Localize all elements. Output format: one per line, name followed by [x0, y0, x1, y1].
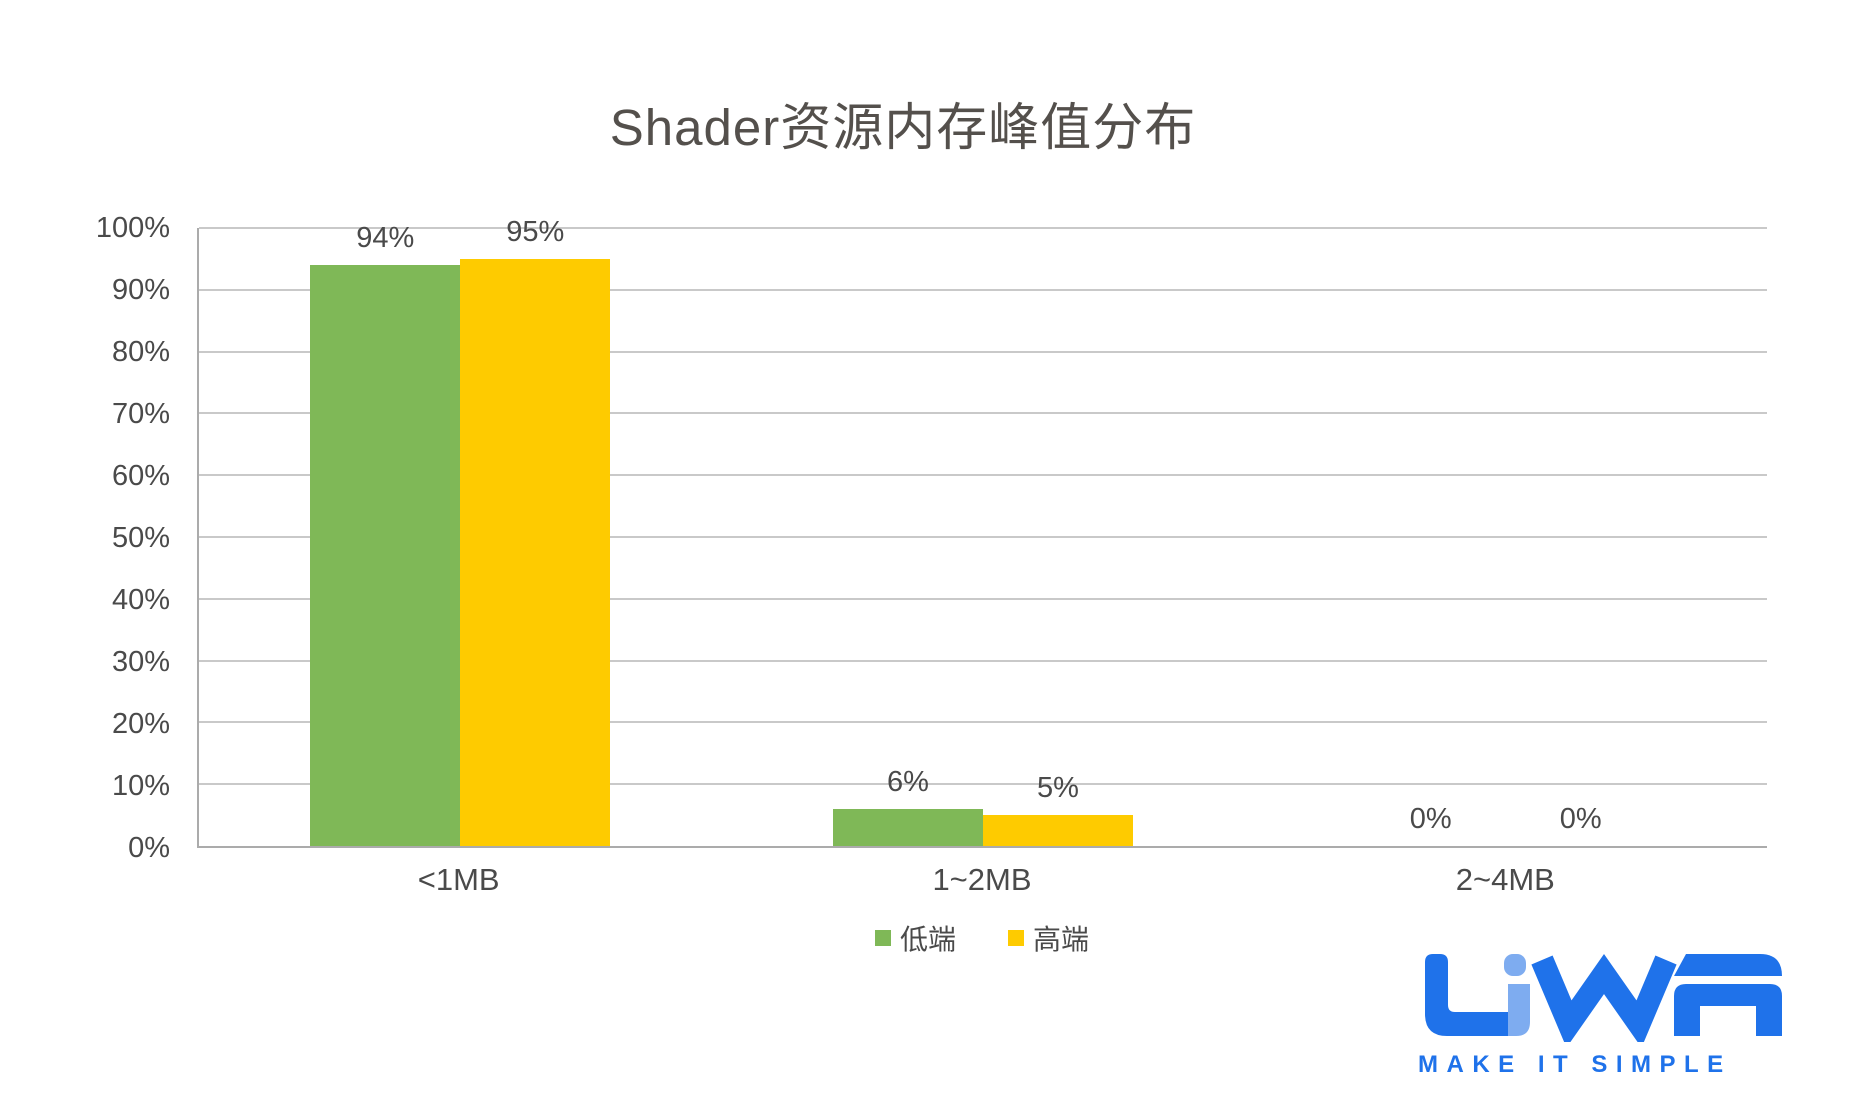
x-axis-category-label: <1MB	[417, 862, 500, 897]
bars-layer: 94% 95% 6% 5% 0% 0%	[199, 216, 1767, 846]
y-axis: 100% 90% 80% 70% 60% 50% 40% 30% 20% 10% 0%	[0, 212, 170, 864]
y-axis-tick-label: 30%	[111, 646, 170, 678]
brand-logo-icon	[1425, 953, 1782, 1042]
data-label-low-end: 6%	[887, 765, 929, 798]
bar-high-end: 5%	[983, 772, 1133, 846]
chart-title: Shader资源内存峰值分布	[609, 99, 1197, 156]
gridline	[199, 659, 1767, 662]
y-axis-tick-label: 90%	[111, 274, 170, 306]
y-axis-tick-label: 10%	[111, 770, 170, 802]
gridline	[199, 350, 1767, 353]
y-axis-tick-label: 50%	[111, 522, 170, 554]
y-axis-tick-label: 100%	[95, 212, 170, 244]
bar-low-end: 94%	[310, 222, 461, 846]
data-label-high-end: 0%	[1559, 803, 1602, 835]
gridline	[199, 783, 1767, 786]
legend-swatch-high-end	[1008, 930, 1024, 946]
legend-item-high-end: 高端	[1008, 918, 1089, 958]
data-label-low-end: 0%	[1409, 803, 1452, 835]
y-axis-tick-label: 20%	[111, 708, 170, 740]
y-axis-tick-label: 80%	[111, 336, 170, 368]
legend-label-low-end: 低端	[899, 924, 956, 955]
data-label-high-end: 5%	[1037, 772, 1079, 805]
plot-area: 94% 95% 6% 5% 0% 0%	[197, 216, 1767, 848]
legend-item-low-end: 低端	[874, 918, 956, 958]
bar-group-0: 94% 95%	[199, 216, 722, 846]
gridline	[199, 288, 1767, 291]
gridline	[199, 597, 1767, 600]
x-axis-category-label: 1~2MB	[932, 862, 1032, 897]
legend-swatch-low-end	[874, 930, 891, 946]
x-axis: <1MB 1~2MB 2~4MB	[197, 862, 1767, 898]
gridline	[199, 536, 1767, 538]
y-axis-tick-label: 0%	[128, 832, 170, 864]
bar-group-2: 0% 0%	[1244, 228, 1767, 846]
y-axis-tick-label: 70%	[111, 398, 170, 430]
legend-label-high-end: 高端	[1033, 924, 1090, 955]
brand-logo: MAKE IT SIMPLE	[1418, 950, 1790, 1079]
bar-group-1: 6% 5%	[722, 228, 1245, 846]
brand-tagline: MAKE IT SIMPLE	[1418, 1051, 1732, 1078]
gridline	[199, 474, 1767, 477]
x-axis-category-label: 2~4MB	[1455, 862, 1555, 897]
bar-high-end: 95%	[460, 216, 611, 846]
y-axis-tick-label: 60%	[111, 460, 170, 492]
data-label-low-end: 94%	[356, 222, 415, 255]
legend: 低端 高端	[197, 918, 1767, 958]
gridline	[199, 721, 1767, 724]
logo-i-dot	[1504, 954, 1526, 976]
data-label-high-end: 95%	[506, 215, 565, 248]
gridline	[199, 412, 1767, 415]
y-axis-tick-label: 40%	[111, 584, 170, 616]
bar-low-end: 6%	[833, 766, 983, 846]
gridline	[199, 227, 1767, 229]
